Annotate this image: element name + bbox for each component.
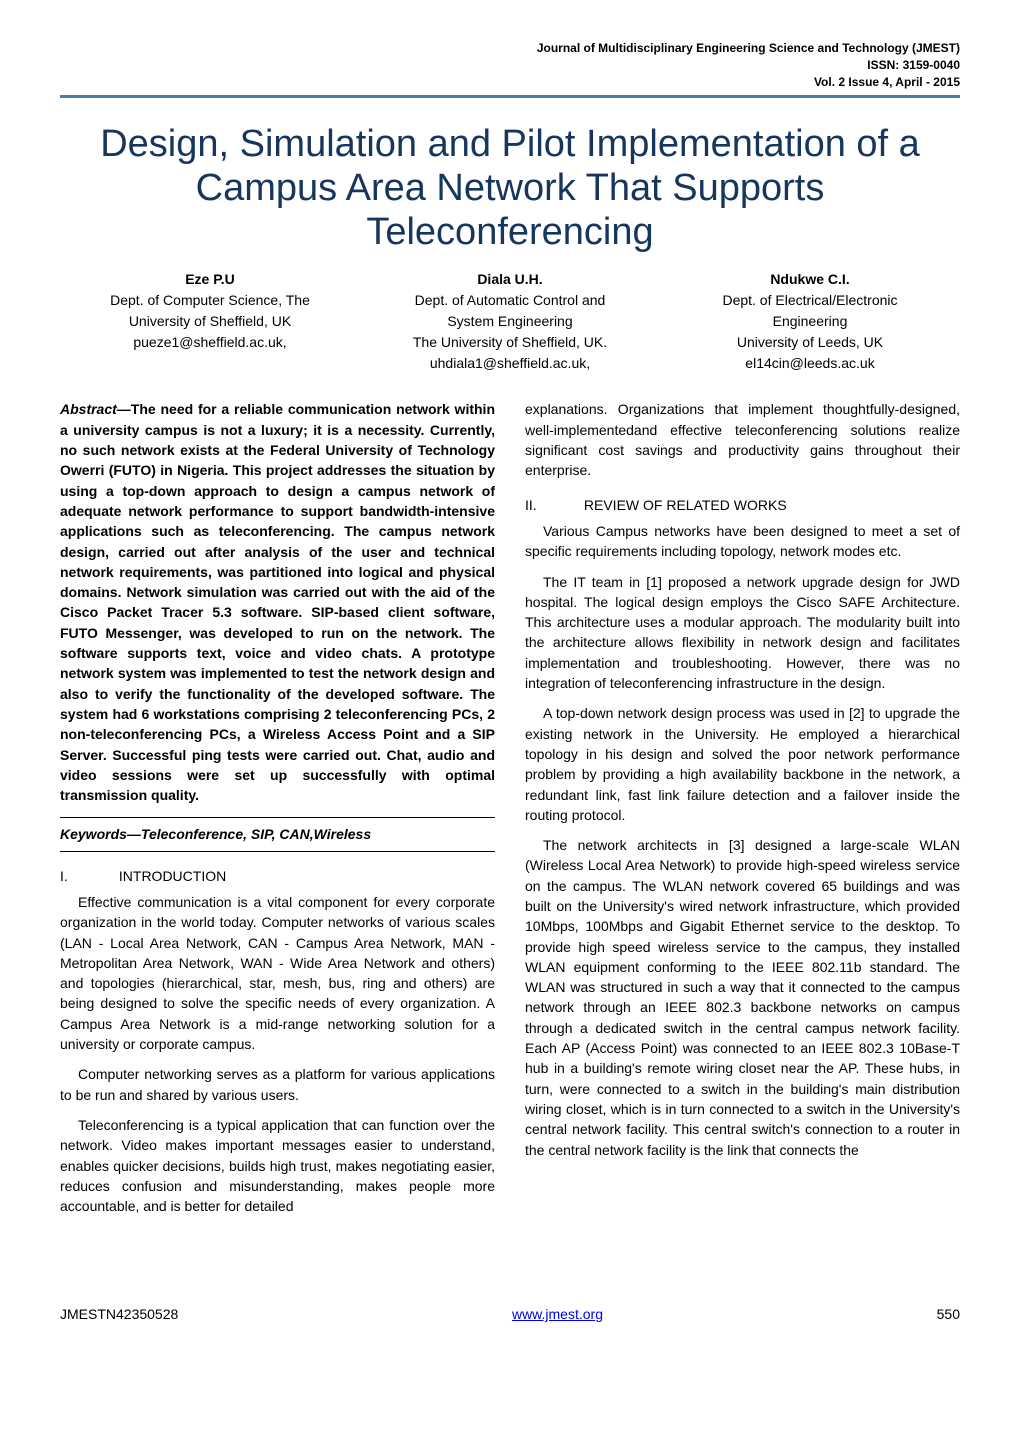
journal-issue: Vol. 2 Issue 4, April - 2015 <box>60 74 960 91</box>
section-title: INTRODUCTION <box>119 868 226 884</box>
left-column: Abstract—The need for a reliable communi… <box>60 399 495 1226</box>
author-3-name: Ndukwe C.I. <box>660 269 960 290</box>
abstract-label: Abstract— <box>60 401 131 417</box>
keywords-label: Keywords— <box>60 826 141 842</box>
author-1-affil-line: Dept. of Computer Science, The <box>60 290 360 311</box>
section-heading-review: II. REVIEW OF RELATED WORKS <box>525 495 960 515</box>
keywords-text: Teleconference, SIP, CAN,Wireless <box>141 826 371 842</box>
author-block-1: Eze P.U Dept. of Computer Science, The U… <box>60 269 360 374</box>
author-block-3: Ndukwe C.I. Dept. of Electrical/Electron… <box>660 269 960 374</box>
author-2-affil-line: System Engineering <box>360 311 660 332</box>
section-heading-intro: I. INTRODUCTION <box>60 866 495 886</box>
footer-page-number: 550 <box>937 1306 960 1322</box>
review-p3: A top-down network design process was us… <box>525 703 960 825</box>
section-title: REVIEW OF RELATED WORKS <box>584 497 787 513</box>
intro-p2: Computer networking serves as a platform… <box>60 1064 495 1105</box>
review-p4: The network architects in [3] designed a… <box>525 835 960 1160</box>
keywords-box: Keywords—Teleconference, SIP, CAN,Wirele… <box>60 817 495 851</box>
body-columns: Abstract—The need for a reliable communi… <box>60 399 960 1226</box>
right-column: explanations. Organizations that impleme… <box>525 399 960 1226</box>
author-3-affil-line: University of Leeds, UK <box>660 332 960 353</box>
author-3-email: el14cin@leeds.ac.uk <box>660 353 960 374</box>
author-2-name: Diala U.H. <box>360 269 660 290</box>
review-p2: The IT team in [1] proposed a network up… <box>525 572 960 694</box>
section-roman: I. <box>60 866 115 886</box>
footer-website-link[interactable]: www.jmest.org <box>512 1306 603 1322</box>
authors-row: Eze P.U Dept. of Computer Science, The U… <box>60 269 960 374</box>
paper-title: Design, Simulation and Pilot Implementat… <box>60 123 960 254</box>
page-container: Journal of Multidisciplinary Engineering… <box>0 0 1020 1352</box>
abstract-text: The need for a reliable communication ne… <box>60 401 495 803</box>
author-3-affil-line: Dept. of Electrical/Electronic <box>660 290 960 311</box>
intro-p3: Teleconferencing is a typical applicatio… <box>60 1115 495 1216</box>
journal-issn: ISSN: 3159-0040 <box>60 57 960 74</box>
header-divider-bar <box>60 95 960 98</box>
section-roman: II. <box>525 495 580 515</box>
journal-name: Journal of Multidisciplinary Engineering… <box>60 40 960 57</box>
author-1-affil-line: University of Sheffield, UK <box>60 311 360 332</box>
intro-p1: Effective communication is a vital compo… <box>60 892 495 1054</box>
footer-doc-id: JMESTN42350528 <box>60 1306 178 1322</box>
author-1-email: pueze1@sheffield.ac.uk, <box>60 332 360 353</box>
author-2-affil-line: The University of Sheffield, UK. <box>360 332 660 353</box>
author-2-affil-line: Dept. of Automatic Control and <box>360 290 660 311</box>
intro-p3-continued: explanations. Organizations that impleme… <box>525 399 960 480</box>
abstract-paragraph: Abstract—The need for a reliable communi… <box>60 399 495 805</box>
author-3-affil-line: Engineering <box>660 311 960 332</box>
page-footer: JMESTN42350528 www.jmest.org 550 <box>60 1306 960 1322</box>
author-1-name: Eze P.U <box>60 269 360 290</box>
author-block-2: Diala U.H. Dept. of Automatic Control an… <box>360 269 660 374</box>
review-p1: Various Campus networks have been design… <box>525 521 960 562</box>
author-2-email: uhdiala1@sheffield.ac.uk, <box>360 353 660 374</box>
journal-header: Journal of Multidisciplinary Engineering… <box>60 40 960 90</box>
